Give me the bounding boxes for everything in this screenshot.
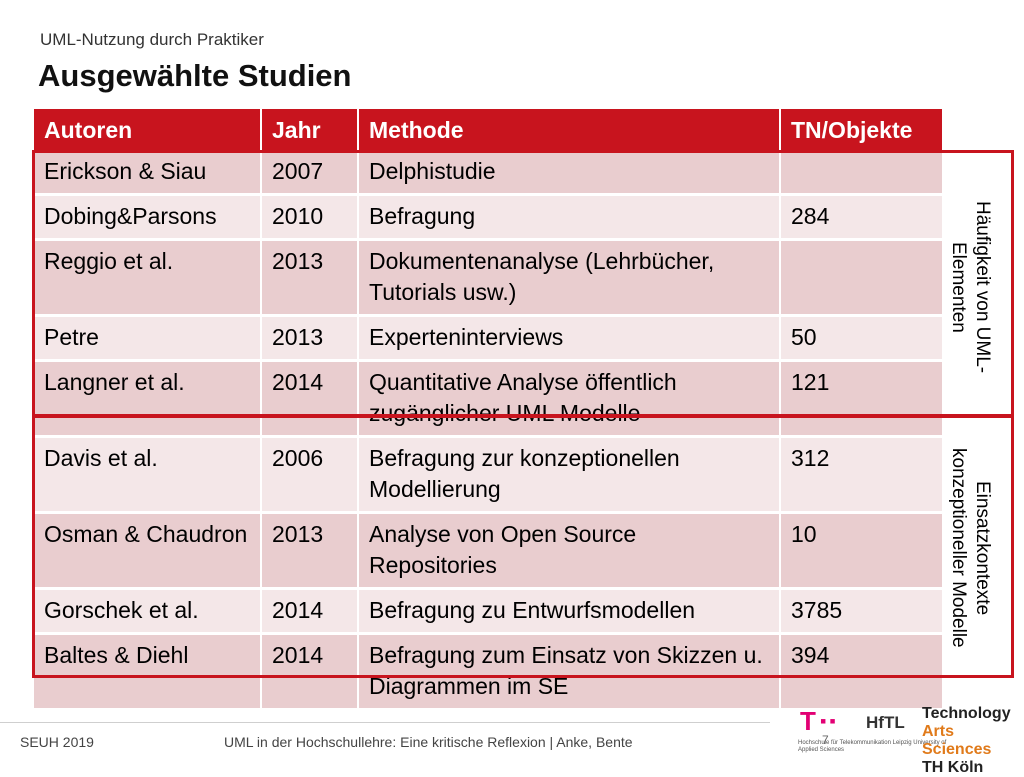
table-row: Erickson & Siau 2007 Delphistudie [34, 151, 942, 196]
telekom-t-icon: T [800, 706, 816, 736]
cell-tn: 394 [780, 633, 942, 711]
slide-subtitle: UML-Nutzung durch Praktiker [40, 30, 264, 49]
cell-autoren: Osman & Chaudron [34, 512, 262, 590]
table-row: Reggio et al. 2013 Dokumentenanalyse (Le… [34, 239, 942, 317]
th-koeln-logo: Technology Arts Sciences TH Köln [922, 705, 1024, 777]
group-label-conceptual-models: Einsatzkontexte konzeptioneller Modelle [948, 448, 993, 648]
cell-tn: 312 [780, 436, 942, 514]
cell-jahr: 2013 [261, 315, 359, 362]
table-row: Baltes & Diehl 2014 Befragung zum Einsat… [34, 633, 942, 711]
page-number: 7 [822, 733, 829, 747]
cell-methode: Befragung zu Entwurfsmodellen [358, 588, 781, 635]
telekom-logo: T ▪▪ [800, 708, 844, 738]
cell-tn [780, 151, 942, 196]
footer-conference: SEUH 2019 [20, 734, 94, 750]
cell-tn: 284 [780, 194, 942, 241]
cell-methode: Dokumentenanalyse (Lehrbücher, Tutorials… [358, 239, 781, 317]
cell-autoren: Langner et al. [34, 360, 262, 438]
th-logo-line3: TH Köln [922, 759, 984, 776]
cell-methode: Befragung zur konzeptionellen Modellieru… [358, 436, 781, 514]
cell-autoren: Erickson & Siau [34, 151, 262, 196]
hftl-logo-subtext: Hochschule für Telekommunikation Leipzig… [798, 740, 947, 753]
th-logo-line1: Technology [922, 705, 1011, 722]
column-header-tn-objekte: TN/Objekte [780, 109, 942, 151]
telekom-dots-icon: ▪▪ [820, 711, 839, 731]
footer-divider [0, 722, 770, 723]
cell-autoren: Reggio et al. [34, 239, 262, 317]
table-row: Petre 2013 Experteninterviews 50 [34, 315, 942, 362]
column-header-autoren: Autoren [34, 109, 262, 151]
cell-tn: 3785 [780, 588, 942, 635]
footer-talk-info: UML in der Hochschullehre: Eine kritisch… [224, 734, 633, 750]
column-header-methode: Methode [358, 109, 781, 151]
group-label-uml-elements: Häufigkeit von UML-Elementen [948, 200, 993, 374]
cell-tn: 50 [780, 315, 942, 362]
cell-jahr: 2013 [261, 239, 359, 317]
table-row: Dobing&Parsons 2010 Befragung 284 [34, 194, 942, 241]
cell-methode: Delphistudie [358, 151, 781, 196]
table-row: Langner et al. 2014 Quantitative Analyse… [34, 360, 942, 438]
table-header-row: Autoren Jahr Methode TN/Objekte [34, 109, 942, 151]
cell-tn: 10 [780, 512, 942, 590]
cell-jahr: 2014 [261, 360, 359, 438]
column-header-jahr: Jahr [261, 109, 359, 151]
slide-title: Ausgewählte Studien [38, 58, 352, 93]
cell-jahr: 2014 [261, 633, 359, 711]
cell-jahr: 2006 [261, 436, 359, 514]
cell-methode: Analyse von Open Source Repositories [358, 512, 781, 590]
th-logo-line2: Arts Sciences [922, 723, 992, 758]
cell-jahr: 2007 [261, 151, 359, 196]
cell-autoren: Gorschek et al. [34, 588, 262, 635]
cell-methode: Experteninterviews [358, 315, 781, 362]
cell-tn: 121 [780, 360, 942, 438]
table-row: Osman & Chaudron 2013 Analyse von Open S… [34, 512, 942, 590]
cell-autoren: Baltes & Diehl [34, 633, 262, 711]
table-row: Davis et al. 2006 Befragung zur konzepti… [34, 436, 942, 514]
cell-jahr: 2014 [261, 588, 359, 635]
cell-autoren: Davis et al. [34, 436, 262, 514]
cell-jahr: 2013 [261, 512, 359, 590]
cell-methode: Quantitative Analyse öffentlich zugängli… [358, 360, 781, 438]
studies-table: Autoren Jahr Methode TN/Objekte Erickson… [34, 109, 942, 711]
hftl-logo: HfTL [866, 713, 905, 732]
cell-methode: Befragung [358, 194, 781, 241]
cell-jahr: 2010 [261, 194, 359, 241]
cell-methode: Befragung zum Einsatz von Skizzen u. Dia… [358, 633, 781, 711]
table-row: Gorschek et al. 2014 Befragung zu Entwur… [34, 588, 942, 635]
cell-autoren: Petre [34, 315, 262, 362]
cell-autoren: Dobing&Parsons [34, 194, 262, 241]
cell-tn [780, 239, 942, 317]
